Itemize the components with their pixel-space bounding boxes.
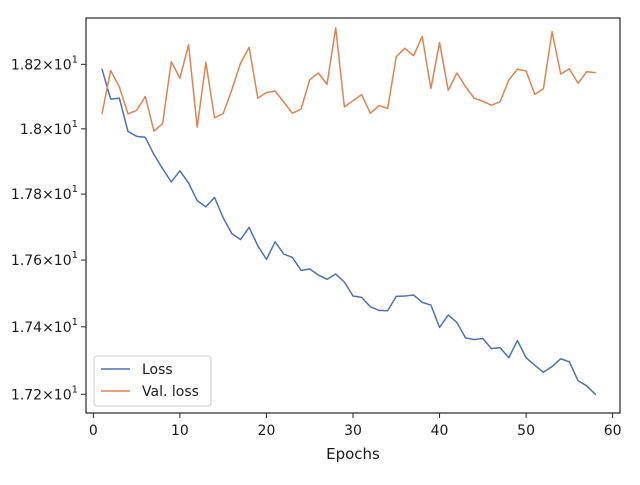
- legend-label-loss: Loss: [142, 362, 173, 378]
- legend-label-val-loss: Val. loss: [142, 384, 199, 400]
- y-tick-label: 1.8×101: [20, 119, 78, 138]
- y-tick-label: 1.82×101: [11, 54, 78, 73]
- x-tick-label: 60: [604, 423, 622, 439]
- series-line-loss: [101, 68, 597, 396]
- x-tick-label: 0: [89, 423, 98, 439]
- y-tick-label: 1.76×101: [11, 250, 78, 269]
- x-tick-label: 40: [431, 423, 449, 439]
- y-tick-label: 1.74×101: [11, 317, 78, 336]
- series-line-val-loss: [101, 27, 597, 132]
- x-tick-label: 50: [517, 423, 535, 439]
- plot-area: [86, 18, 620, 413]
- x-axis-label: Epochs: [326, 445, 380, 463]
- y-tick-label: 1.78×101: [11, 184, 78, 203]
- x-axis: 0 10 20 30 40 50 60: [89, 413, 622, 439]
- y-tick-label: 1.72×101: [11, 384, 78, 403]
- series-lines: [101, 27, 597, 396]
- y-axis: 1.72×101 1.74×101 1.76×101 1.78×101 1.8×101 1…: [11, 54, 86, 403]
- x-tick-label: 20: [258, 423, 276, 439]
- legend: Loss Val. loss: [93, 355, 212, 407]
- x-tick-label: 10: [171, 423, 189, 439]
- x-tick-label: 30: [344, 423, 362, 439]
